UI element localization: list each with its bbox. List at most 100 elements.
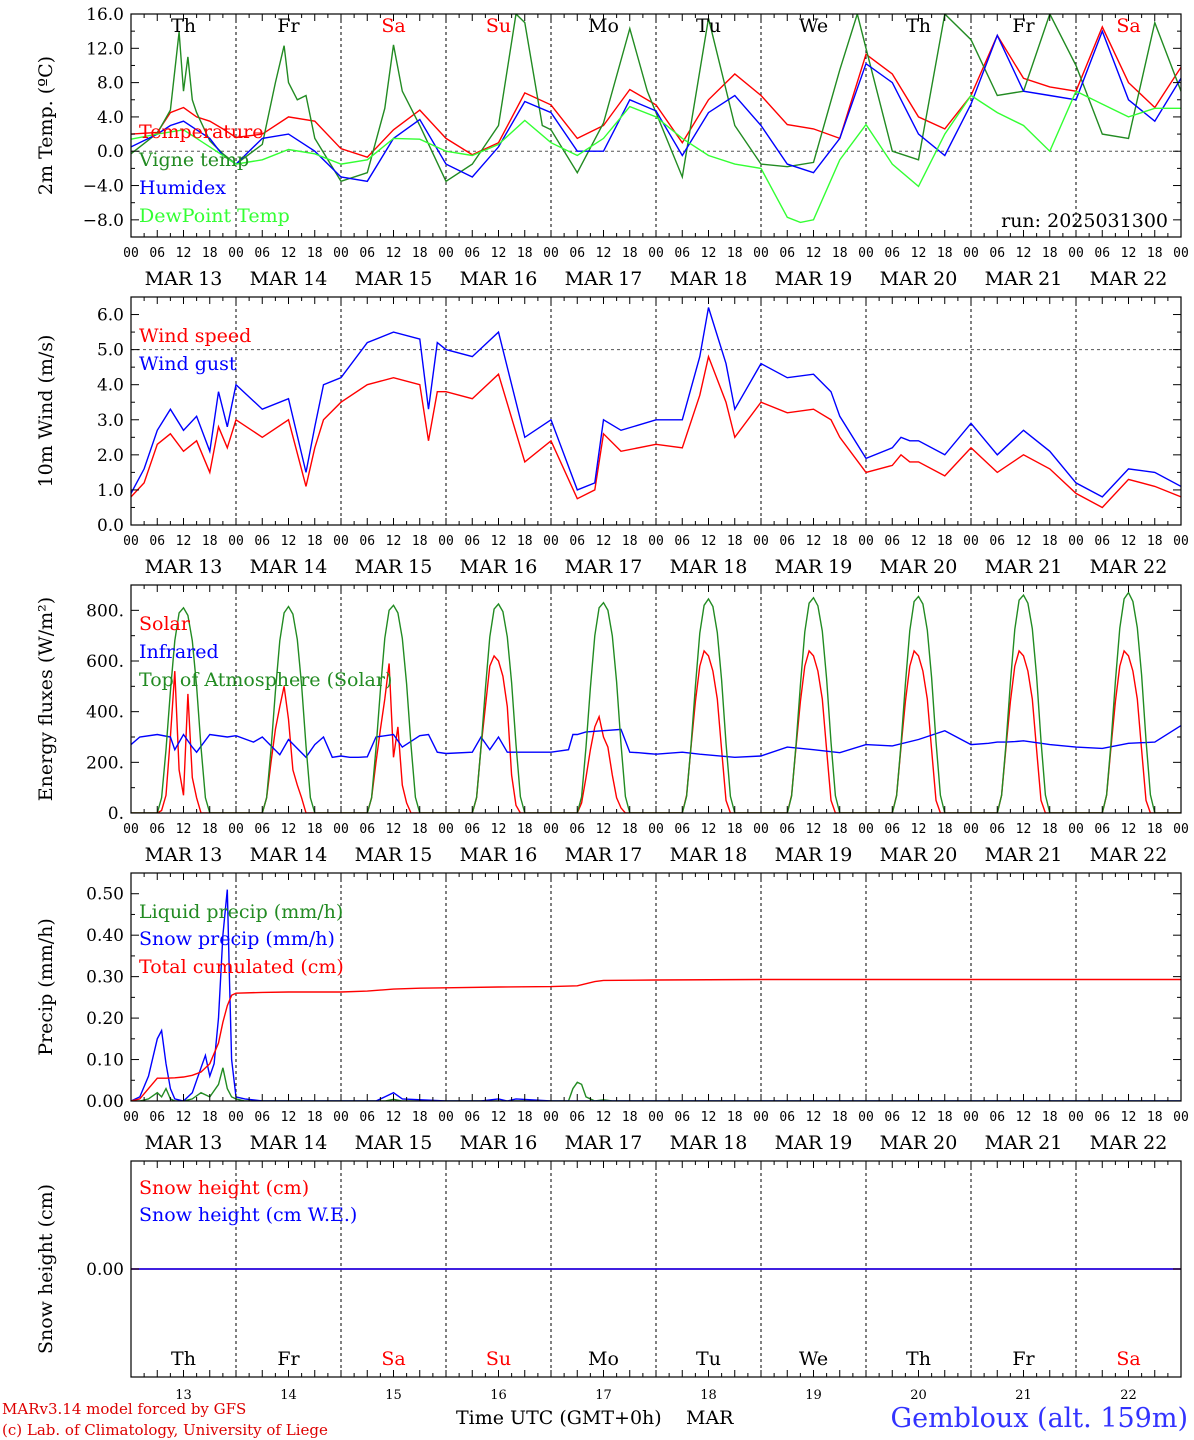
- hour-tick-label: 06: [569, 534, 585, 549]
- y-tick-label: −4.0: [83, 177, 124, 197]
- hour-tick-label: 00: [963, 534, 979, 549]
- legend-entry: Total cumulated (cm): [139, 956, 344, 978]
- hour-tick-label: 06: [254, 822, 270, 837]
- day-of-week-label: Th: [171, 1348, 196, 1370]
- hour-tick-label: 00: [858, 822, 874, 837]
- hour-tick-label: 18: [1147, 1110, 1163, 1125]
- y-tick-label: 6.0: [97, 306, 124, 326]
- hour-tick-label: 12: [491, 822, 507, 837]
- hour-tick-label: 18: [937, 534, 953, 549]
- hour-tick-label: 00: [543, 534, 559, 549]
- hour-tick-label: 12: [1121, 534, 1137, 549]
- date-label: MAR 18: [670, 1132, 748, 1154]
- hour-tick-label: 18: [937, 822, 953, 837]
- hour-tick-label: 12: [806, 822, 822, 837]
- date-label: MAR 19: [775, 268, 853, 290]
- date-label: MAR 14: [250, 844, 328, 866]
- hour-tick-label: 12: [176, 822, 192, 837]
- hour-tick-label: 06: [1094, 1110, 1110, 1125]
- hour-tick-label: 18: [202, 246, 218, 261]
- date-label: MAR 17: [565, 268, 643, 290]
- hour-tick-label: 06: [989, 822, 1005, 837]
- hour-tick-label: 06: [1094, 534, 1110, 549]
- hour-tick-label: 12: [911, 822, 927, 837]
- hour-tick-label: 00: [753, 822, 769, 837]
- hour-tick-label: 18: [1042, 534, 1058, 549]
- hour-tick-label: 12: [176, 534, 192, 549]
- hour-tick-label: 18: [517, 534, 533, 549]
- hour-tick-label: 00: [858, 1110, 874, 1125]
- day-of-week-label: Mo: [588, 1348, 619, 1370]
- hour-tick-label: 06: [359, 822, 375, 837]
- hour-tick-label: 06: [254, 534, 270, 549]
- hour-tick-label: 12: [386, 246, 402, 261]
- day-of-week-label: Mo: [588, 15, 619, 37]
- hour-tick-label: 18: [412, 534, 428, 549]
- x-axis-title: Time UTC (GMT+0h): [456, 1407, 662, 1429]
- hour-tick-label: 18: [517, 822, 533, 837]
- date-label: MAR 13: [145, 1132, 223, 1154]
- day-number-label: 22: [1120, 1388, 1137, 1403]
- hour-tick-label: 06: [779, 822, 795, 837]
- date-label: MAR 22: [1090, 844, 1168, 866]
- hour-tick-label: 12: [596, 822, 612, 837]
- y-tick-label: 5.0: [97, 341, 124, 361]
- panel-snow: 0.00 Snow height (cm) Snow height (cm) Snow…: [35, 1160, 1182, 1403]
- hour-tick-label: 12: [911, 534, 927, 549]
- hour-tick-label: 06: [989, 1110, 1005, 1125]
- hour-tick-label: 18: [622, 822, 638, 837]
- hour-tick-label: 12: [281, 1110, 297, 1125]
- date-label: MAR 20: [880, 844, 958, 866]
- date-label: MAR 15: [355, 844, 433, 866]
- hour-tick-label: 12: [596, 534, 612, 549]
- date-label: MAR 17: [565, 844, 643, 866]
- hour-tick-label: 00: [123, 534, 139, 549]
- hour-tick-label: 00: [543, 1110, 559, 1125]
- hour-tick-label: 12: [596, 1110, 612, 1125]
- y-tick-label: 4.0: [97, 376, 124, 396]
- hour-tick-label: 00: [1068, 246, 1084, 261]
- hour-tick-label: 12: [281, 246, 297, 261]
- date-label: MAR 14: [250, 556, 328, 578]
- panel-precip: 0.00 0.10 0.20 0.30 0.40 0.50 Precip (mm/h) Liq…: [35, 872, 1189, 1154]
- hour-tick-label: 12: [806, 246, 822, 261]
- hour-tick-label: 00: [123, 1110, 139, 1125]
- hour-tick-label: 06: [884, 246, 900, 261]
- hour-tick-label: 12: [281, 822, 297, 837]
- hour-tick-label: 00: [333, 1110, 349, 1125]
- y-tick-label: −8.0: [83, 211, 124, 231]
- y-tick-label: 8.0: [97, 74, 124, 94]
- y-tick-label: 0.: [108, 804, 124, 824]
- series-line-dewpoint-temp: [131, 90, 1181, 224]
- series-line-top-of-atmosphere-solar: [131, 591, 1181, 813]
- date-label: MAR 15: [355, 1132, 433, 1154]
- hour-tick-label: 00: [963, 246, 979, 261]
- legend-entry: Snow height (cm): [139, 1177, 309, 1199]
- hour-tick-label: 12: [701, 822, 717, 837]
- hour-tick-label: 00: [333, 246, 349, 261]
- legend-entry: Temperature: [139, 121, 263, 143]
- hour-tick-label: 00: [1173, 246, 1189, 261]
- hour-tick-label: 18: [622, 534, 638, 549]
- series-line-liquid-precip-mm-h: [131, 1067, 1181, 1101]
- hour-tick-label: 00: [438, 822, 454, 837]
- hour-tick-label: 18: [1042, 822, 1058, 837]
- hour-tick-label: 12: [386, 534, 402, 549]
- day-number-label: 14: [280, 1388, 297, 1403]
- panel-flux: 0. 200. 400. 600. 800. Energy fluxes (W/m²) So…: [35, 584, 1189, 866]
- hour-tick-label: 00: [858, 246, 874, 261]
- hour-tick-label: 06: [884, 1110, 900, 1125]
- date-label: MAR 15: [355, 556, 433, 578]
- hour-tick-label: 00: [333, 534, 349, 549]
- series-line-vigne-temp: [131, 14, 1181, 183]
- hour-tick-label: 06: [149, 822, 165, 837]
- hour-tick-label: 06: [464, 534, 480, 549]
- legend-entry: Vigne temp: [138, 149, 249, 171]
- date-label: MAR 20: [880, 1132, 958, 1154]
- hour-tick-label: 18: [832, 1110, 848, 1125]
- series-line-humidex: [131, 29, 1181, 183]
- hour-tick-label: 18: [727, 822, 743, 837]
- y-tick-label: 0.20: [86, 1009, 124, 1029]
- hour-tick-label: 18: [832, 534, 848, 549]
- hour-tick-label: 06: [779, 534, 795, 549]
